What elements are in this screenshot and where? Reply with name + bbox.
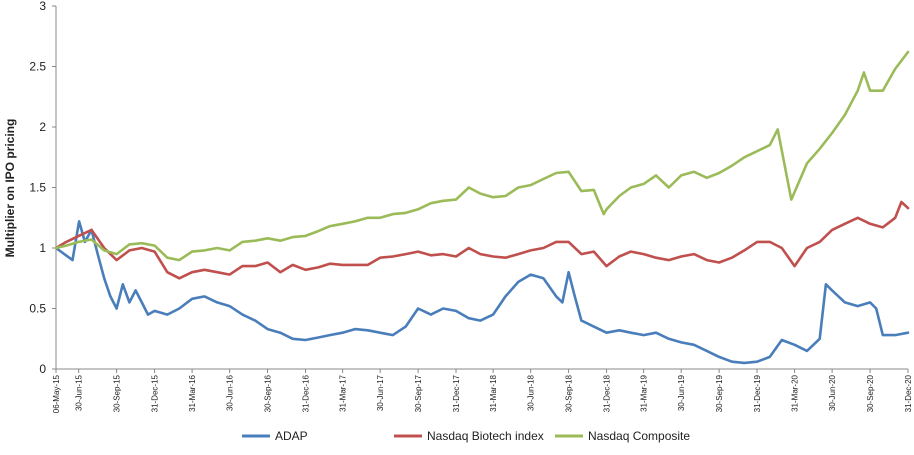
y-tick-label: 2 — [39, 120, 46, 134]
x-tick-label: 30-Sep-16 — [264, 374, 273, 412]
x-tick-label: 30-Jun-19 — [677, 374, 686, 411]
x-tick-label: 31-Dec-17 — [452, 374, 461, 412]
legend-label-nasdaq-composite: Nasdaq Composite — [588, 429, 690, 443]
y-tick-label: 1.5 — [29, 181, 46, 195]
x-tick-label: 30-Sep-15 — [113, 374, 122, 412]
y-tick-label: 0.5 — [29, 302, 46, 316]
x-tick-label: 31-Mar-18 — [489, 374, 498, 411]
x-tick-label: 31-Mar-16 — [188, 374, 197, 411]
x-tick-label: 31-Mar-17 — [339, 374, 348, 411]
y-tick-label: 2.5 — [29, 60, 46, 74]
x-tick-label: 30-Jun-18 — [527, 374, 536, 411]
x-tick-label: 31-Dec-18 — [603, 374, 612, 412]
x-tick-label: 30-Jun-20 — [828, 374, 837, 411]
x-tick-label: 30-Sep-19 — [715, 374, 724, 412]
x-tick-label: 30-Jun-15 — [75, 374, 84, 411]
y-tick-label: 0 — [39, 362, 46, 376]
legend-label-nasdaq-biotech-index: Nasdaq Biotech index — [427, 429, 544, 443]
x-tick-label: 30-Jun-16 — [226, 374, 235, 411]
x-tick-label: 31-Dec-20 — [904, 374, 913, 412]
series-line-nasdaq-composite — [54, 50, 910, 262]
y-axis-label: Multiplier on IPO pricing — [3, 119, 17, 258]
legend-label-adap: ADAP — [275, 429, 308, 443]
series-line-adap — [54, 220, 910, 365]
x-tick-label: 31-Dec-15 — [151, 374, 160, 412]
y-tick-label: 1 — [39, 241, 46, 255]
x-tick-label: 31-Mar-19 — [640, 374, 649, 411]
x-tick-label: 30-Sep-17 — [414, 374, 423, 412]
x-tick-label: 31-Dec-19 — [753, 374, 762, 412]
series-line-nasdaq-biotech-index — [54, 200, 910, 280]
y-tick-label: 3 — [39, 0, 46, 13]
x-tick-label: 31-Mar-20 — [791, 374, 800, 411]
x-tick-label: 30-Sep-18 — [565, 374, 574, 412]
x-tick-label: 06-May-15 — [52, 374, 61, 413]
x-tick-label: 30-Jun-17 — [376, 374, 385, 411]
x-tick-label: 31-Dec-16 — [301, 374, 310, 412]
x-tick-label: 30-Sep-20 — [866, 374, 875, 412]
